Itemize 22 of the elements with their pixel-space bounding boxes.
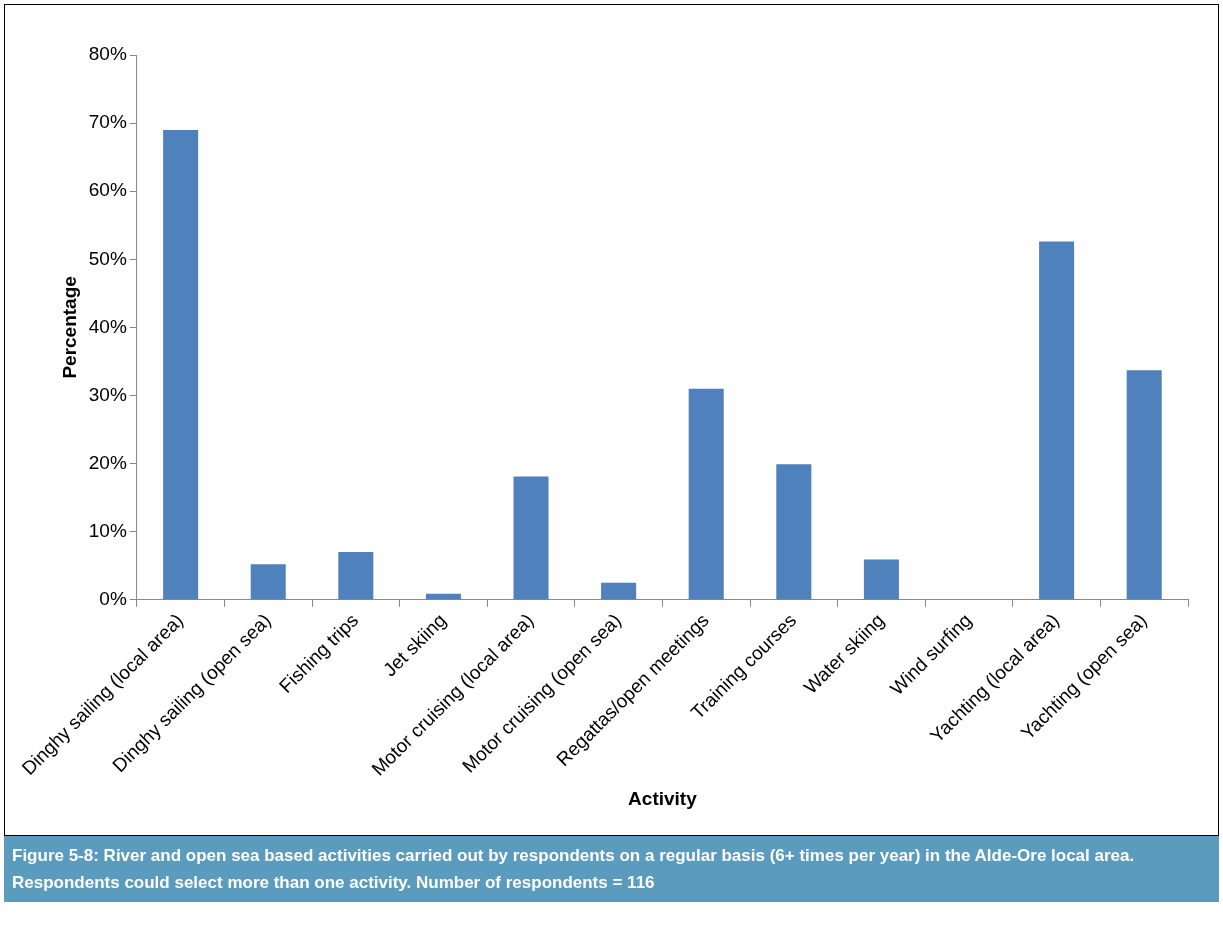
bar <box>163 129 199 600</box>
y-axis-title: Percentage <box>58 276 80 379</box>
y-tick-label: 70% <box>88 111 127 133</box>
bar <box>250 564 286 600</box>
x-axis-title: Activity <box>628 787 698 809</box>
bar <box>338 552 374 600</box>
y-tick-label: 30% <box>88 383 127 405</box>
y-tick-label: 20% <box>88 451 127 473</box>
bar <box>1126 370 1162 600</box>
bar <box>513 476 549 600</box>
bar <box>688 388 724 600</box>
caption: Figure 5-8: River and open sea based activities carried out by respondents on a regular basis (6+ times per year) in the Alde-Ore local area. Respondents could select more than one activity. Number of respondents = 116 <box>4 836 1219 902</box>
y-tick-label: 0% <box>99 588 127 610</box>
bar <box>1039 241 1075 600</box>
y-tick-label: 80% <box>88 43 127 65</box>
y-tick-label: 10% <box>88 519 127 541</box>
bar <box>601 582 637 600</box>
y-tick-label: 60% <box>88 179 127 201</box>
y-tick-label: 50% <box>88 247 127 269</box>
bar <box>776 464 812 600</box>
bar <box>863 559 899 600</box>
y-tick-label: 40% <box>88 315 127 337</box>
